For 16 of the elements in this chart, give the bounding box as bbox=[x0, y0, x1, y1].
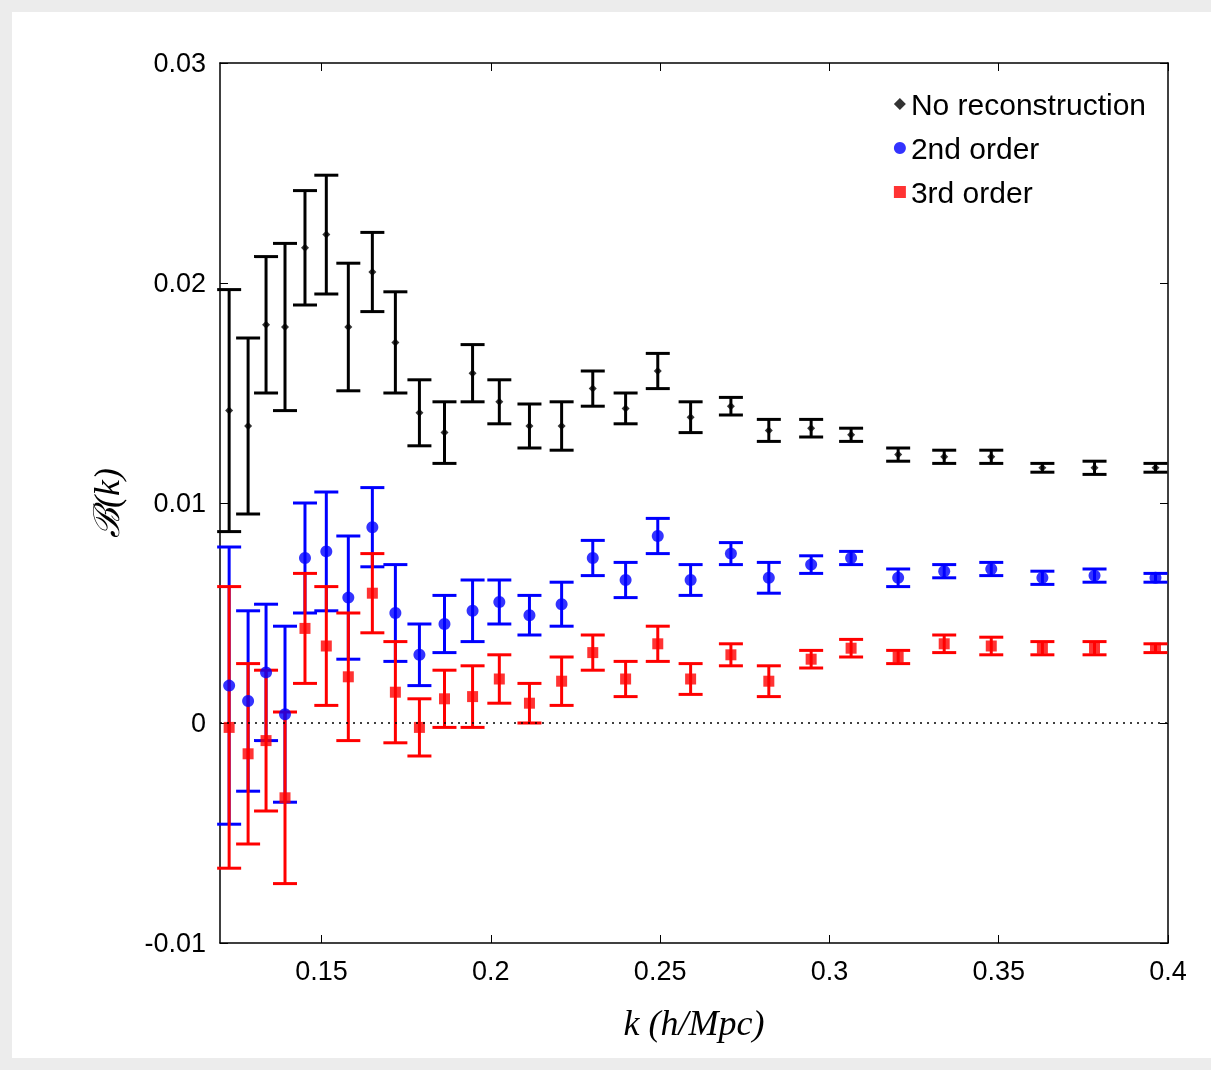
x-tick-label: 0.25 bbox=[633, 955, 687, 986]
y-tick-label: 0.01 bbox=[153, 488, 206, 518]
x-axis-title: k (h/Mpc) bbox=[623, 1003, 765, 1043]
x-tick-label: 0.3 bbox=[810, 955, 849, 986]
y-axis-title: ℬ(k) bbox=[87, 468, 127, 538]
y-tick-label: 0.02 bbox=[153, 268, 206, 298]
y-tick-label: 0.03 bbox=[153, 48, 206, 78]
legend-label: 3rd order bbox=[910, 175, 1033, 209]
x-tick-label: 0.4 bbox=[1149, 955, 1187, 986]
y-tick-label: -0.01 bbox=[144, 928, 206, 958]
x-tick-label: 0.35 bbox=[972, 955, 1025, 986]
x-tick-label: 0.15 bbox=[295, 955, 348, 986]
legend-label: No reconstruction bbox=[910, 87, 1146, 121]
legend-label: 2nd order bbox=[910, 131, 1040, 165]
x-tick-label: 0.2 bbox=[472, 955, 510, 986]
y-tick-label: 0 bbox=[190, 708, 206, 738]
